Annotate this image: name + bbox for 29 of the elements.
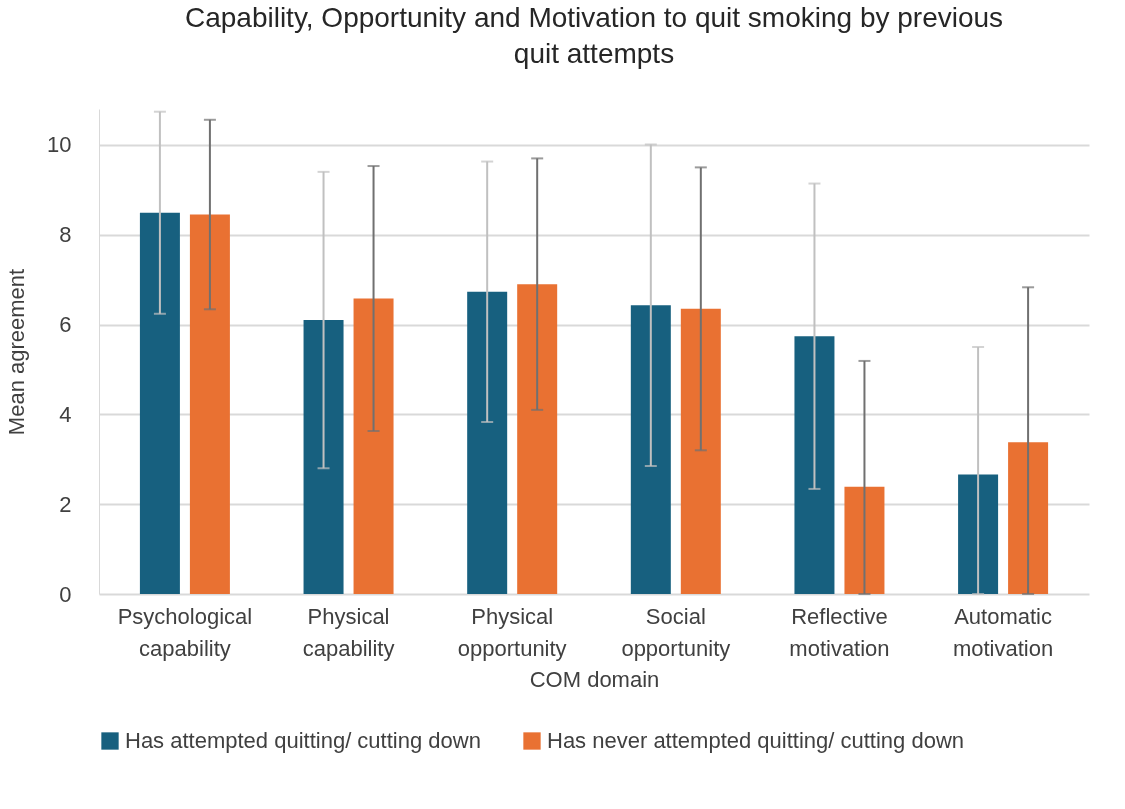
y-tick-label: 8 [59, 222, 72, 248]
bar [1008, 442, 1049, 594]
y-tick-label: 10 [47, 132, 72, 158]
legend-label: Has never attempted quitting/ cutting down [547, 728, 965, 753]
bar [958, 474, 999, 594]
x-tick-label: Reflective motivation [789, 603, 890, 661]
x-tick-label: Social opportunity [621, 603, 731, 661]
bar [630, 305, 671, 594]
x-tick-label: Psychological capability [117, 603, 253, 661]
chart-title: Capability, Opportunity and Motivation to quit smoking by previous quit attempts [184, 2, 1004, 69]
y-tick-label: 0 [59, 581, 72, 607]
bar [353, 298, 394, 594]
x-axis-title: COM domain [529, 666, 660, 692]
bar [303, 320, 344, 594]
bar [517, 284, 558, 594]
y-tick-label: 6 [59, 312, 72, 338]
bar [794, 336, 835, 594]
bar [189, 214, 230, 594]
x-tick-label: Physical opportunity [457, 603, 567, 661]
y-tick-label: 2 [59, 491, 72, 517]
x-tick-label: Automatic motivation [952, 603, 1054, 661]
bar [844, 486, 885, 594]
legend-label: Has attempted quitting/ cutting down [125, 728, 481, 753]
bar [680, 308, 721, 594]
bar [139, 212, 180, 594]
y-axis-title: Mean agreement [4, 268, 30, 436]
x-tick-label: Physical capability [302, 603, 395, 661]
bar [467, 291, 508, 594]
y-tick-label: 4 [59, 401, 72, 427]
